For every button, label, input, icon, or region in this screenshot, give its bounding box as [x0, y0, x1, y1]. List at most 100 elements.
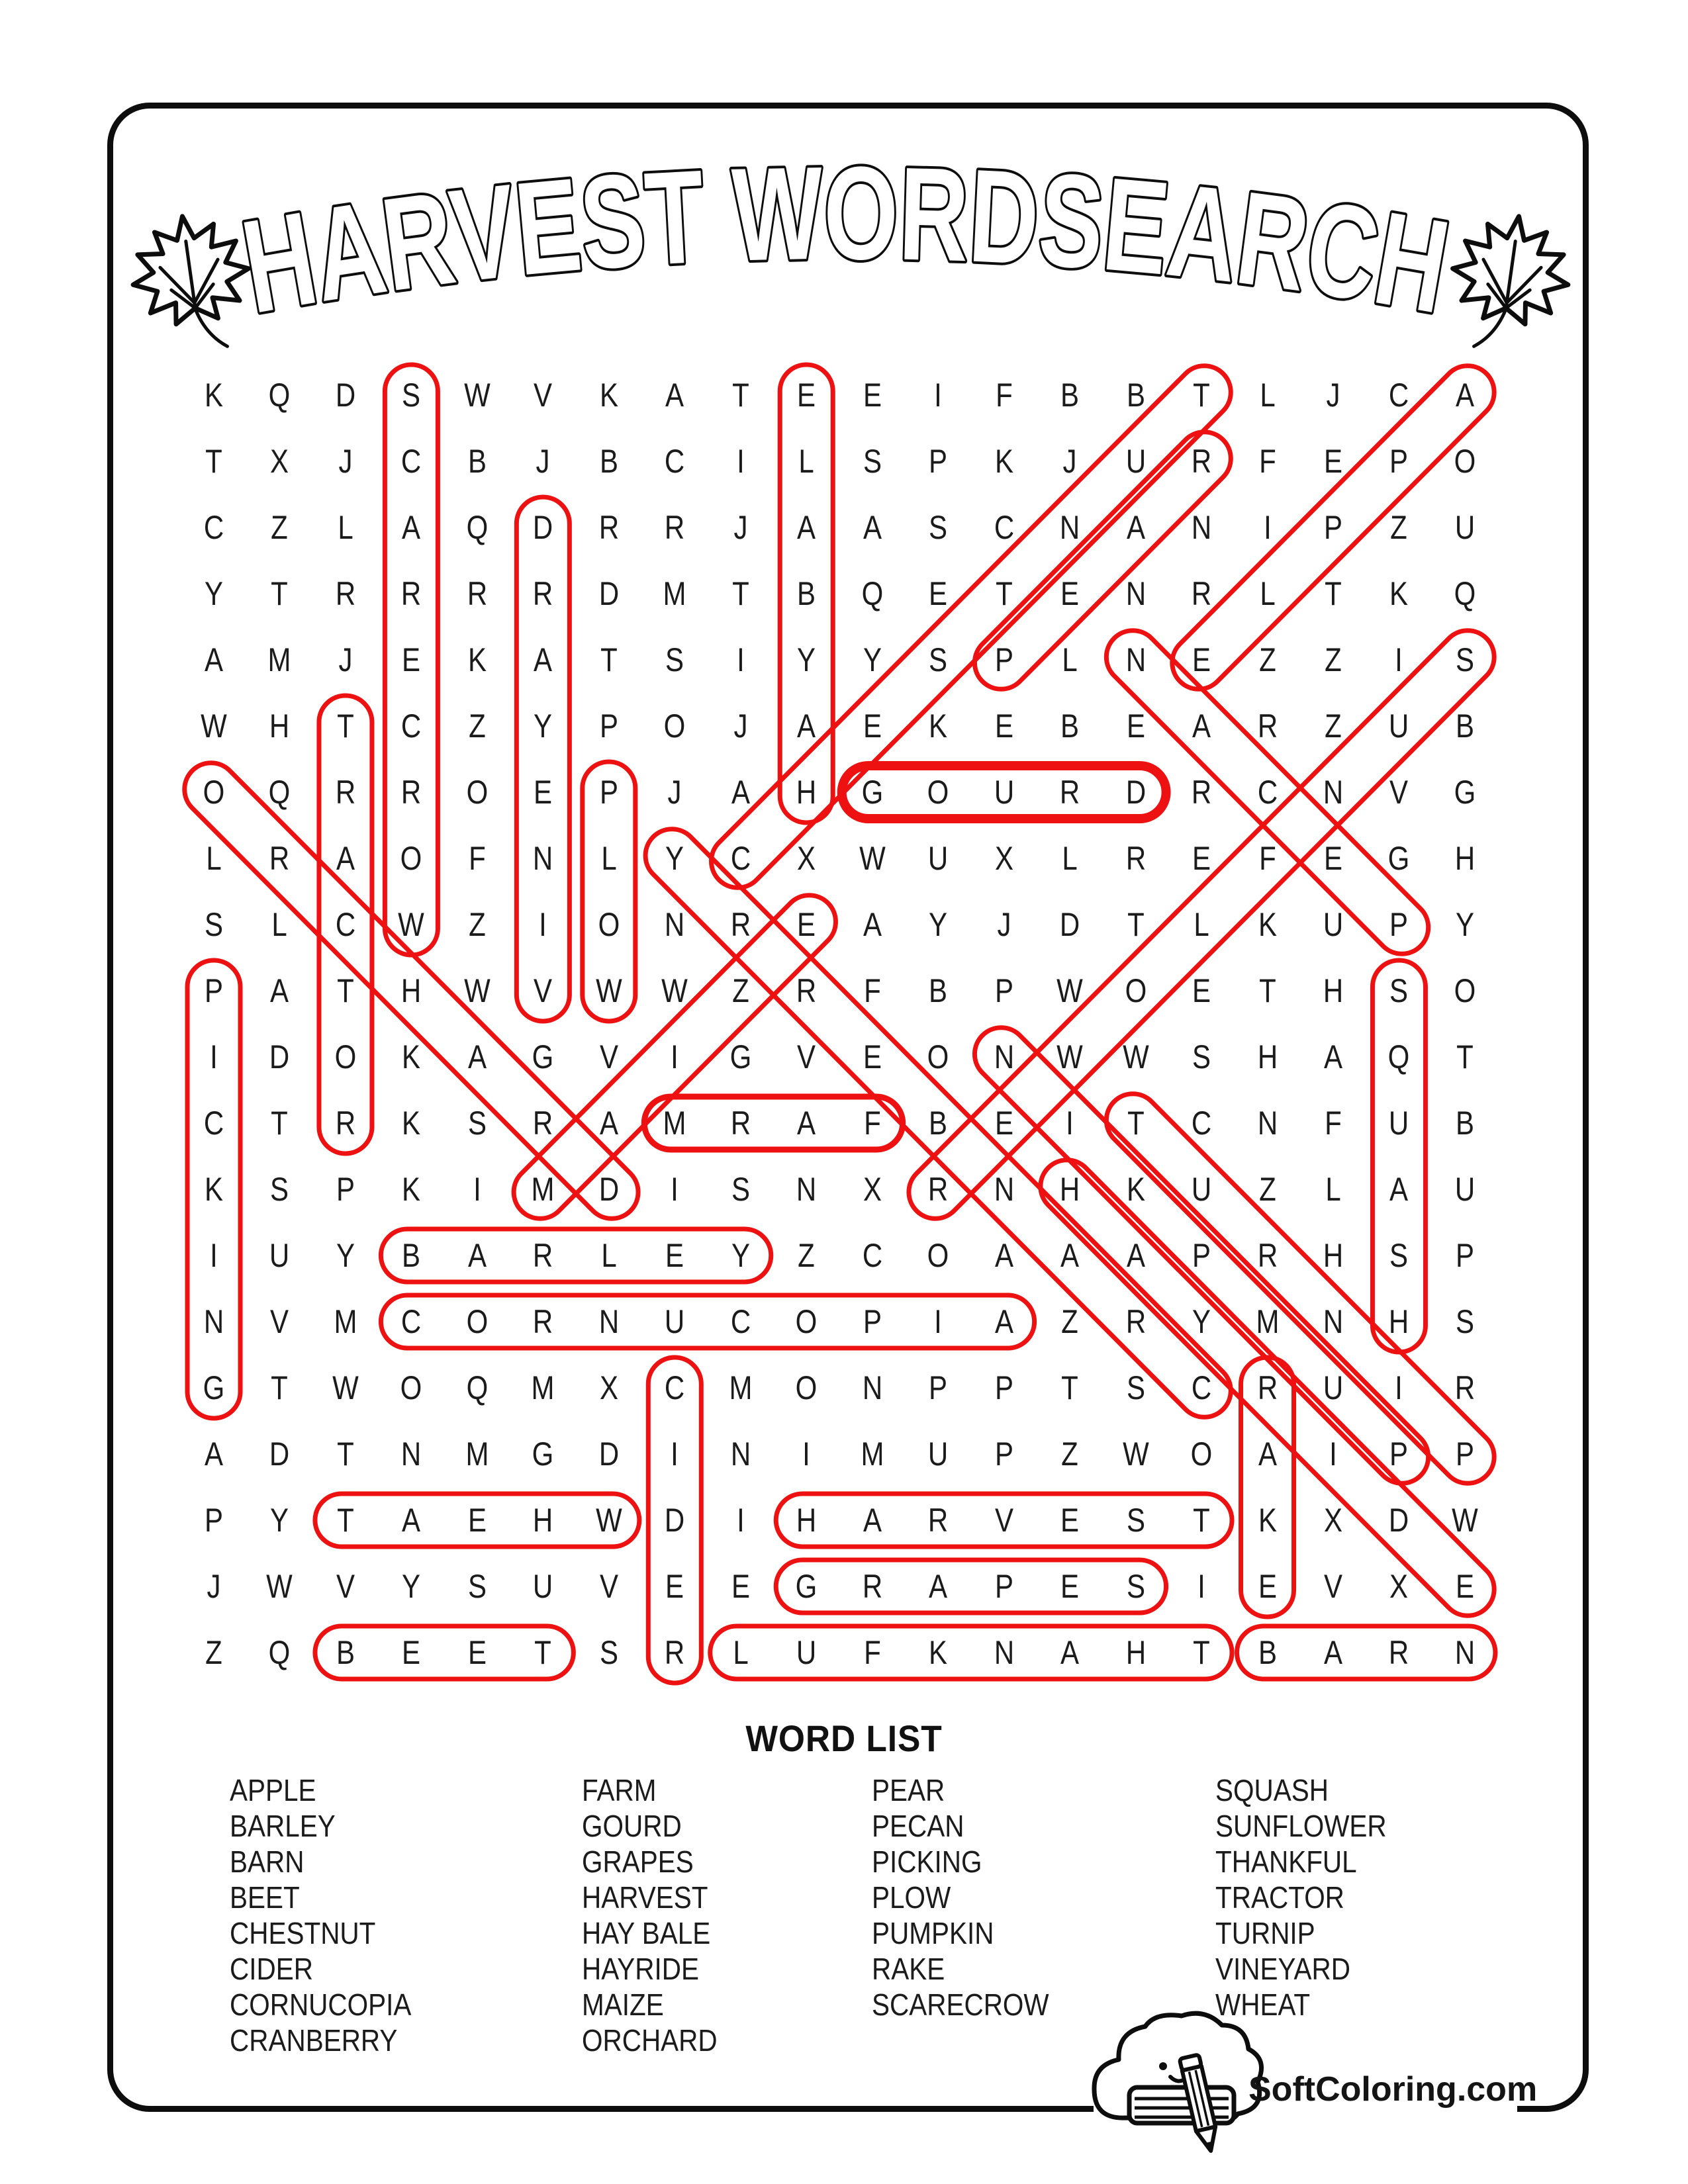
grid-letter[interactable]: V	[1323, 1568, 1342, 1605]
grid-letter[interactable]: E	[1060, 1568, 1080, 1605]
grid-letter[interactable]: Q	[269, 377, 291, 414]
grid-letter[interactable]: C	[665, 443, 685, 480]
grid-letter[interactable]: O	[1454, 443, 1476, 480]
grid-letter[interactable]: Y	[929, 906, 948, 943]
grid-letter[interactable]: K	[204, 377, 224, 414]
grid-letter[interactable]: R	[730, 906, 751, 943]
grid-letter[interactable]: P	[1389, 906, 1409, 943]
grid-letter[interactable]: P	[929, 443, 948, 480]
grid-letter[interactable]: V	[1389, 774, 1409, 811]
grid-letter[interactable]: H	[1323, 1237, 1344, 1274]
grid-letter[interactable]: S	[1126, 1502, 1145, 1539]
grid-letter[interactable]: U	[994, 774, 1014, 811]
grid-letter[interactable]: Z	[1325, 641, 1342, 678]
grid-letter[interactable]: S	[1126, 1369, 1145, 1406]
grid-letter[interactable]: M	[267, 641, 291, 678]
grid-letter[interactable]: K	[929, 1634, 948, 1671]
grid-letter[interactable]: A	[1192, 707, 1211, 745]
grid-letter[interactable]: P	[336, 1171, 355, 1208]
grid-letter[interactable]: R	[1191, 575, 1212, 612]
grid-letter[interactable]: D	[269, 1435, 290, 1473]
grid-letter[interactable]: C	[730, 840, 751, 877]
grid-letter[interactable]: O	[400, 1369, 422, 1406]
grid-letter[interactable]: A	[1323, 1634, 1342, 1671]
grid-letter[interactable]: A	[1126, 1237, 1145, 1274]
grid-letter[interactable]: T	[271, 1105, 289, 1142]
grid-letter[interactable]: V	[599, 1568, 618, 1605]
grid-letter[interactable]: O	[795, 1303, 818, 1340]
grid-letter[interactable]: W	[464, 377, 491, 414]
grid-letter[interactable]: T	[337, 1435, 354, 1473]
grid-letter[interactable]: Z	[731, 972, 749, 1009]
grid-letter[interactable]: Q	[466, 509, 489, 546]
grid-letter[interactable]: S	[929, 641, 948, 678]
grid-letter[interactable]: L	[271, 906, 288, 943]
grid-letter[interactable]: P	[599, 774, 618, 811]
grid-letter[interactable]: B	[1060, 707, 1080, 745]
grid-letter[interactable]: A	[994, 1237, 1013, 1274]
grid-letter[interactable]: D	[598, 1435, 619, 1473]
grid-letter[interactable]: F	[1258, 840, 1276, 877]
grid-letter[interactable]: U	[269, 1237, 290, 1274]
grid-letter[interactable]: C	[1191, 1105, 1212, 1142]
grid-letter[interactable]: A	[534, 641, 553, 678]
grid-letter[interactable]: O	[663, 707, 686, 745]
grid-letter[interactable]: C	[203, 1105, 224, 1142]
grid-letter[interactable]: N	[1257, 1105, 1278, 1142]
grid-letter[interactable]: R	[665, 509, 685, 546]
grid-letter[interactable]: G	[861, 774, 884, 811]
grid-letter[interactable]: W	[859, 840, 886, 877]
grid-letter[interactable]: D	[1059, 906, 1080, 943]
grid-letter[interactable]: P	[994, 641, 1013, 678]
grid-letter[interactable]: S	[929, 509, 948, 546]
grid-letter[interactable]: N	[1191, 509, 1212, 546]
grid-letter[interactable]: K	[1126, 1171, 1145, 1208]
grid-letter[interactable]: L	[601, 1237, 617, 1274]
grid-letter[interactable]: Q	[466, 1369, 489, 1406]
grid-letter[interactable]: O	[795, 1369, 818, 1406]
grid-letter[interactable]: J	[207, 1568, 221, 1605]
grid-letter[interactable]: O	[1454, 972, 1476, 1009]
grid-letter[interactable]: Y	[1192, 1303, 1211, 1340]
grid-letter[interactable]: S	[467, 1568, 487, 1605]
grid-letter[interactable]: Q	[1388, 1038, 1410, 1075]
grid-letter[interactable]: C	[401, 1303, 422, 1340]
grid-letter[interactable]: Z	[1325, 707, 1342, 745]
grid-letter[interactable]: J	[733, 509, 748, 546]
grid-letter[interactable]: U	[1323, 1369, 1344, 1406]
grid-letter[interactable]: P	[1323, 509, 1342, 546]
grid-letter[interactable]: J	[667, 774, 682, 811]
grid-letter[interactable]: E	[1192, 840, 1211, 877]
grid-letter[interactable]: R	[1257, 1237, 1278, 1274]
grid-letter[interactable]: X	[994, 840, 1013, 877]
grid-letter[interactable]: A	[467, 1237, 487, 1274]
grid-letter[interactable]: P	[994, 972, 1013, 1009]
grid-letter[interactable]: H	[269, 707, 290, 745]
grid-letter[interactable]: S	[665, 641, 684, 678]
grid-letter[interactable]: R	[598, 509, 619, 546]
grid-letter[interactable]: P	[863, 1303, 882, 1340]
grid-letter[interactable]: P	[1389, 443, 1409, 480]
grid-letter[interactable]: N	[1125, 641, 1146, 678]
grid-letter[interactable]: C	[1257, 774, 1278, 811]
grid-letter[interactable]: I	[473, 1171, 481, 1208]
grid-letter[interactable]: Q	[269, 774, 291, 811]
grid-letter[interactable]: B	[1258, 1634, 1277, 1671]
grid-letter[interactable]: X	[863, 1171, 882, 1208]
grid-letter[interactable]: R	[467, 575, 488, 612]
grid-letter[interactable]: F	[995, 377, 1013, 414]
grid-letter[interactable]: G	[795, 1568, 818, 1605]
grid-letter[interactable]: E	[731, 1568, 750, 1605]
grid-letter[interactable]: L	[1325, 1171, 1341, 1208]
grid-letter[interactable]: B	[1060, 377, 1080, 414]
grid-letter[interactable]: W	[1122, 1038, 1149, 1075]
grid-letter[interactable]: E	[797, 377, 816, 414]
grid-letter[interactable]: S	[599, 1634, 618, 1671]
grid-letter[interactable]: O	[466, 774, 489, 811]
grid-letter[interactable]: N	[994, 1634, 1014, 1671]
grid-letter[interactable]: N	[1323, 1303, 1344, 1340]
grid-letter[interactable]: T	[1127, 906, 1145, 943]
grid-letter[interactable]: L	[601, 840, 617, 877]
grid-letter[interactable]: S	[1192, 1038, 1211, 1075]
grid-letter[interactable]: A	[467, 1038, 487, 1075]
